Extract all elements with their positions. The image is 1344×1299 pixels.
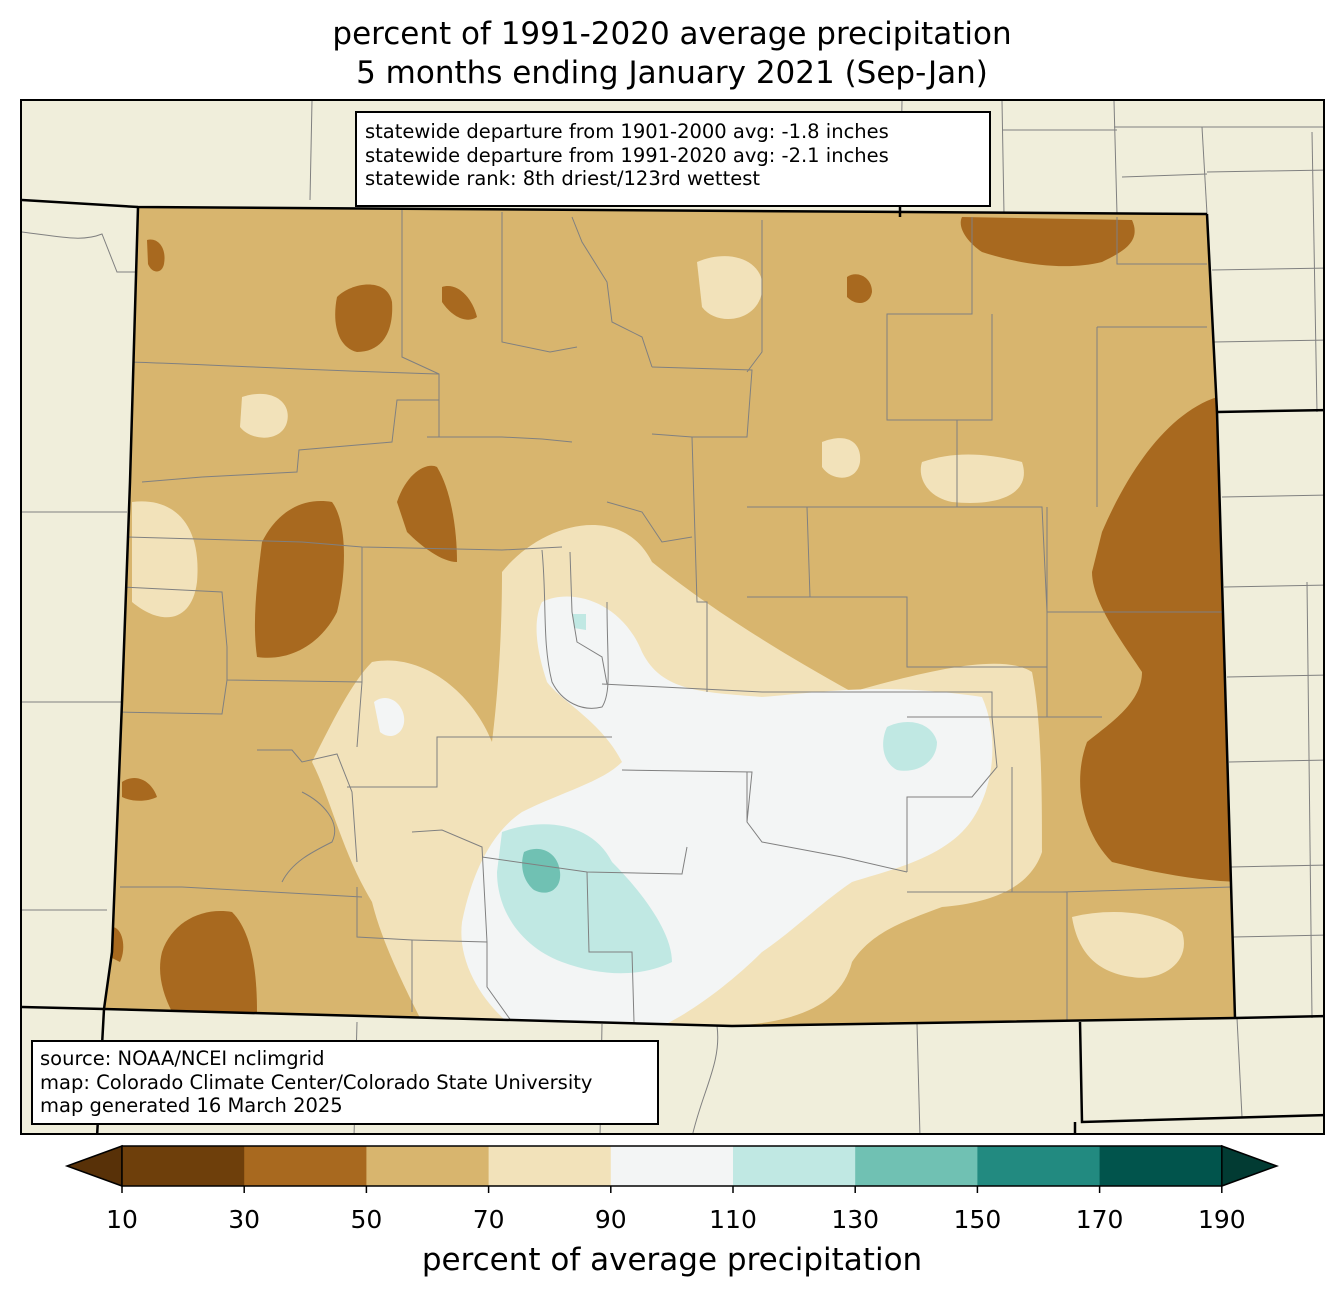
stats-line-departure-1901-2000: statewide departure from 1901-2000 avg: … [365,120,889,143]
colorbar-label: percent of average precipitation [421,1242,923,1278]
colorbar-cell [855,1146,978,1186]
colorbar-tick-label: 110 [709,1205,757,1234]
colorbar-cell [122,1146,245,1186]
colorbar-cell [610,1146,734,1186]
colorbar: 10 30 50 70 90 110 130 150 170 190 [64,1144,1279,1234]
colorbar-tick-label: 170 [1076,1205,1124,1234]
colorbar-cell [977,1146,1101,1186]
colorbar-cell [488,1146,612,1186]
colorbar-tick-label: 10 [106,1205,138,1234]
colorbar-tick-label: 190 [1198,1205,1246,1234]
map-title-line-2: 5 months ending January 2021 (Sep-Jan) [356,55,988,91]
map-title-line-1: percent of 1991-2020 average precipitati… [332,16,1012,52]
colorbar-cell [244,1146,367,1186]
source-attribution-box: source: NOAA/NCEI nclimgrid map: Colorad… [31,1040,659,1125]
colorbar-cell [1099,1146,1223,1186]
state-boundaries [22,198,1323,1133]
colorado-county-lines [116,210,1233,1023]
source-line: source: NOAA/NCEI nclimgrid [40,1047,325,1070]
colorbar-tick-label: 150 [954,1205,1002,1234]
colorbar-tick-label: 70 [473,1205,505,1234]
map-credit-line: map: Colorado Climate Center/Colorado St… [40,1070,593,1094]
stats-line-departure-1991-2020: statewide departure from 1991-2020 avg: … [365,143,889,167]
precipitation-map [22,101,1323,1133]
colorbar-tick-label: 30 [228,1205,260,1234]
stats-line-rank: statewide rank: 8th driest/123rd wettest [365,167,761,190]
colorbar-tick-label: 50 [350,1205,382,1234]
colorbar-over-arrow [1221,1144,1279,1188]
colorbar-tick-label: 130 [831,1205,879,1234]
precipitation-field [104,207,1235,1026]
map-panel [20,99,1325,1135]
statewide-stats-box: statewide departure from 1901-2000 avg: … [355,111,991,207]
colorbar-under-arrow [64,1144,123,1188]
colorbar-tick-label: 90 [595,1205,627,1234]
generated-date-line: map generated 16 March 2025 [40,1094,343,1117]
colorbar-cell [366,1146,490,1186]
colorbar-cell [733,1146,856,1186]
colorbar-outline [121,1145,1223,1187]
